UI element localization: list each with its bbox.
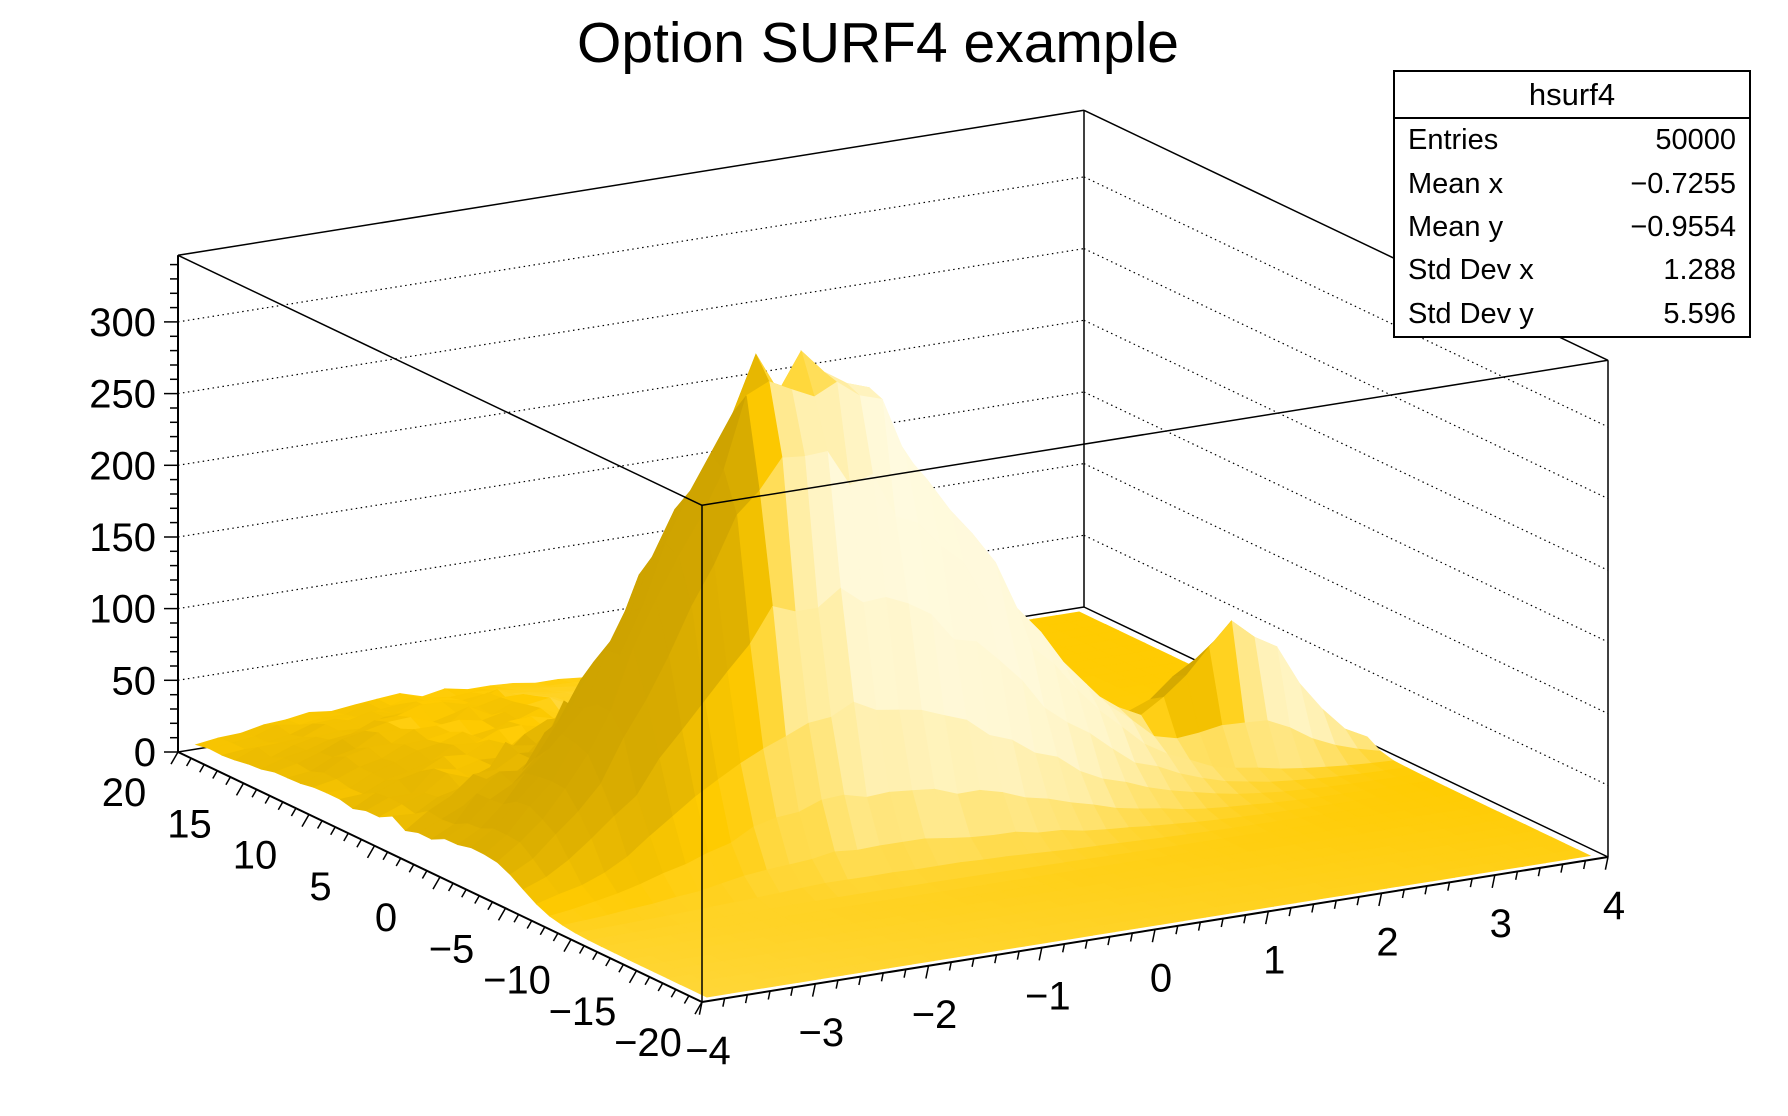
stats-value: 5.596 xyxy=(1663,297,1736,330)
svg-text:100: 100 xyxy=(89,588,156,632)
svg-text:2: 2 xyxy=(1376,920,1398,964)
svg-text:4: 4 xyxy=(1603,884,1625,928)
stats-value: −0.9554 xyxy=(1630,211,1736,244)
svg-text:−15: −15 xyxy=(549,990,617,1034)
svg-text:15: 15 xyxy=(167,802,212,846)
svg-text:20: 20 xyxy=(102,771,147,815)
svg-text:−2: −2 xyxy=(912,993,958,1037)
stats-row: Mean x −0.7255 xyxy=(1395,162,1749,205)
svg-text:0: 0 xyxy=(375,896,397,940)
surface xyxy=(194,349,1592,998)
svg-text:0: 0 xyxy=(1150,957,1172,1001)
stats-label: Std Dev y xyxy=(1408,297,1534,330)
svg-text:−10: −10 xyxy=(483,959,551,1003)
svg-text:250: 250 xyxy=(89,373,156,417)
svg-text:10: 10 xyxy=(233,834,278,878)
stats-row: Entries 50000 xyxy=(1395,119,1749,162)
plot-title: Option SURF4 example xyxy=(577,11,1179,75)
svg-text:200: 200 xyxy=(89,444,156,488)
stats-box: hsurf4 Entries 50000 Mean x −0.7255 Mean… xyxy=(1393,70,1751,338)
stats-label: Std Dev x xyxy=(1408,254,1534,287)
stats-label: Mean x xyxy=(1408,167,1504,200)
svg-text:−4: −4 xyxy=(685,1029,731,1073)
svg-text:150: 150 xyxy=(89,516,156,560)
z-gridlines xyxy=(177,176,1609,786)
stats-row: Std Dev x 1.288 xyxy=(1395,249,1749,292)
svg-text:−1: −1 xyxy=(1025,975,1071,1019)
stats-label: Entries xyxy=(1408,124,1499,157)
stats-box-title: hsurf4 xyxy=(1395,72,1749,119)
svg-text:1: 1 xyxy=(1263,938,1285,982)
svg-text:5: 5 xyxy=(309,865,331,909)
svg-text:−5: −5 xyxy=(429,927,475,971)
stats-value: 1.288 xyxy=(1663,254,1736,287)
svg-text:3: 3 xyxy=(1490,902,1512,946)
svg-text:300: 300 xyxy=(89,301,156,345)
svg-text:−20: −20 xyxy=(614,1021,682,1065)
stats-value: −0.7255 xyxy=(1630,167,1736,200)
stats-row: Mean y −0.9554 xyxy=(1395,206,1749,249)
stats-row: Std Dev y 5.596 xyxy=(1395,293,1749,336)
svg-text:−3: −3 xyxy=(798,1011,844,1055)
svg-text:50: 50 xyxy=(112,659,157,703)
stats-value: 50000 xyxy=(1655,124,1736,157)
stats-label: Mean y xyxy=(1408,211,1504,244)
frame-front-edges xyxy=(177,254,1609,1002)
svg-text:0: 0 xyxy=(134,731,156,775)
stats-rows: Entries 50000 Mean x −0.7255 Mean y −0.9… xyxy=(1395,119,1749,336)
